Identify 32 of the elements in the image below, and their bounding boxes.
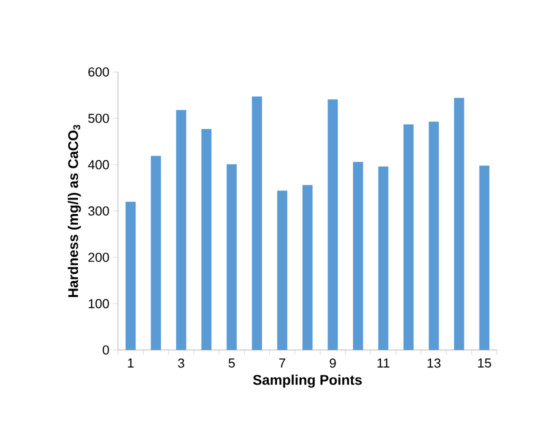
y-tick-label: 0 <box>102 345 109 355</box>
y-axis-title: Hardness (mg/l) as CaCO$_{3}$ <box>68 124 81 298</box>
bar <box>404 124 414 350</box>
y-tick-label: 600 <box>88 67 109 77</box>
bar <box>277 190 288 350</box>
x-tick-label: 11 <box>378 358 390 368</box>
y-tick-label: 100 <box>88 299 109 308</box>
bar <box>378 166 388 350</box>
bar <box>479 166 490 350</box>
x-tick-label: 7 <box>279 358 286 368</box>
bar <box>302 185 313 350</box>
x-axis-title: Sampling Points <box>253 374 362 388</box>
bar <box>226 164 237 350</box>
x-tick-label: 13 <box>428 358 440 368</box>
bar <box>428 122 439 350</box>
bar <box>454 98 464 350</box>
x-tick-label: 1 <box>128 358 134 368</box>
y-tick-label: 300 <box>88 206 109 216</box>
x-tick-label: 15 <box>478 358 492 368</box>
x-tick-label: 9 <box>330 358 336 368</box>
y-tick-label: 400 <box>88 160 109 170</box>
bar <box>252 96 262 350</box>
bar <box>328 99 338 350</box>
bar <box>176 110 186 350</box>
x-tick-label: 5 <box>228 358 235 368</box>
x-tick-label: 3 <box>178 358 184 368</box>
bar <box>201 128 212 350</box>
y-tick-label: 200 <box>88 252 109 262</box>
bar <box>352 162 364 350</box>
bar <box>150 156 161 350</box>
bar <box>126 202 136 350</box>
y-tick-label: 500 <box>88 114 109 123</box>
